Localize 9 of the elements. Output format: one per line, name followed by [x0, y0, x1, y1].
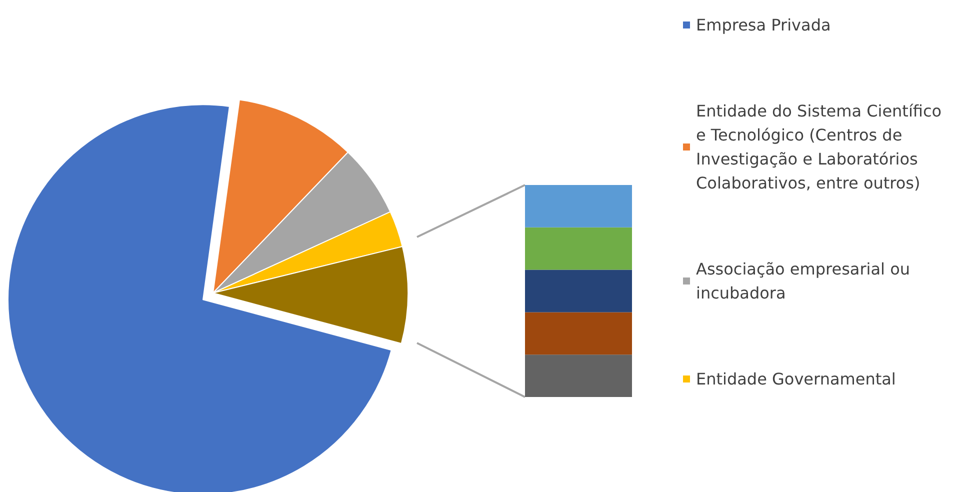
bar: [525, 185, 632, 228]
legend-label: Entidade do Sistema Científico e Tecnológico (Centros de Investigação e Laboratórios Colaborativos, entre outros): [696, 102, 947, 192]
bar: [525, 354, 632, 397]
bar: [525, 312, 632, 355]
bar: [525, 227, 632, 270]
bar: [525, 270, 632, 312]
legend-label: Associação empresarial ou incubadora: [696, 260, 916, 302]
legend-label: Empresa Privada: [696, 16, 831, 34]
legend-label: Entidade Governamental: [696, 370, 896, 388]
